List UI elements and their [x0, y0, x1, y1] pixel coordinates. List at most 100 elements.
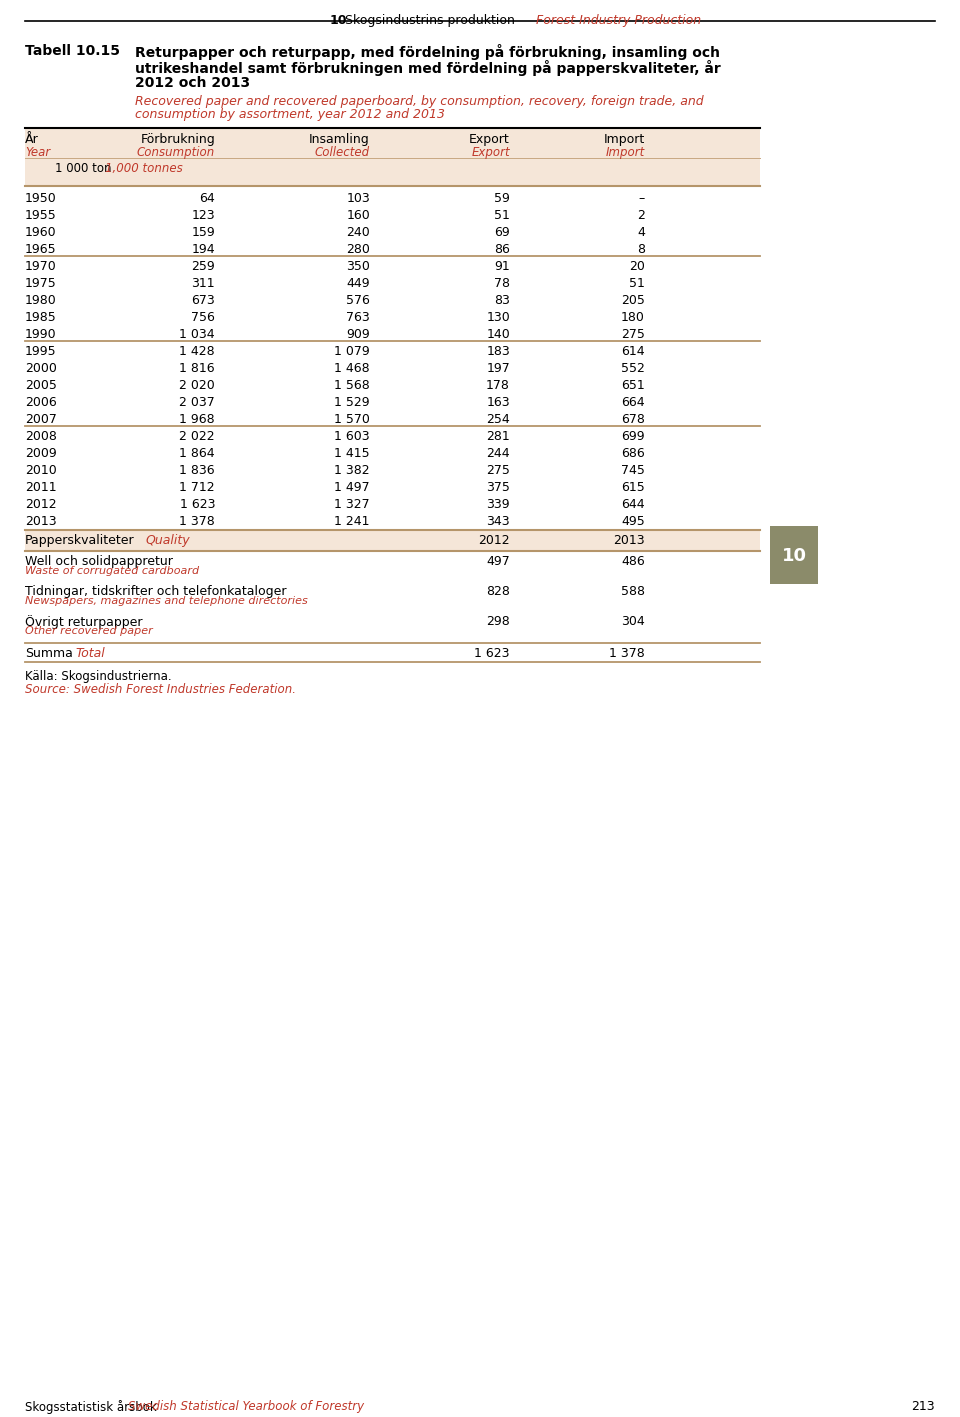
- Text: 449: 449: [347, 276, 370, 290]
- Text: 686: 686: [621, 446, 645, 461]
- Text: Export: Export: [469, 133, 510, 146]
- Text: 1 327: 1 327: [334, 497, 370, 512]
- Text: Insamling: Insamling: [309, 133, 370, 146]
- Text: 194: 194: [191, 242, 215, 256]
- Text: Skogsindustrins produktion: Skogsindustrins produktion: [341, 14, 523, 27]
- Text: 259: 259: [191, 259, 215, 273]
- Text: Skogsstatistisk årsbok: Skogsstatistisk årsbok: [25, 1400, 156, 1414]
- Text: 350: 350: [347, 259, 370, 273]
- Text: 1 034: 1 034: [180, 327, 215, 341]
- Text: 83: 83: [494, 293, 510, 307]
- Text: 1995: 1995: [25, 344, 57, 359]
- Text: 763: 763: [347, 310, 370, 324]
- Text: 1960: 1960: [25, 225, 57, 239]
- Text: 699: 699: [621, 429, 645, 444]
- Text: 1 623: 1 623: [180, 497, 215, 512]
- Text: Recovered paper and recovered paperboard, by consumption, recovery, foreign trad: Recovered paper and recovered paperboard…: [135, 95, 704, 108]
- Text: 304: 304: [621, 615, 645, 628]
- Text: 1 570: 1 570: [334, 412, 370, 427]
- Text: 2008: 2008: [25, 429, 57, 444]
- Text: 64: 64: [200, 191, 215, 205]
- Text: 1 415: 1 415: [334, 446, 370, 461]
- Text: –: –: [638, 191, 645, 205]
- Text: 2012 och 2013: 2012 och 2013: [135, 77, 251, 91]
- Text: Year: Year: [25, 146, 50, 159]
- Text: 197: 197: [487, 361, 510, 376]
- Text: 2 020: 2 020: [180, 378, 215, 393]
- Text: 1 864: 1 864: [180, 446, 215, 461]
- Text: Tidningar, tidskrifter och telefonkataloger: Tidningar, tidskrifter och telefonkatalo…: [25, 585, 286, 598]
- Text: 495: 495: [621, 514, 645, 529]
- Text: 1 968: 1 968: [180, 412, 215, 427]
- Text: 10: 10: [330, 14, 348, 27]
- Text: 576: 576: [347, 293, 370, 307]
- Text: 160: 160: [347, 208, 370, 222]
- Text: 20: 20: [629, 259, 645, 273]
- Text: 2007: 2007: [25, 412, 57, 427]
- Text: Tabell 10.15: Tabell 10.15: [25, 44, 120, 58]
- Text: 2011: 2011: [25, 480, 57, 495]
- Text: 1 241: 1 241: [334, 514, 370, 529]
- Text: 281: 281: [487, 429, 510, 444]
- Text: 1 529: 1 529: [334, 395, 370, 410]
- Text: 1 079: 1 079: [334, 344, 370, 359]
- Bar: [770, 526, 818, 584]
- Text: 1 568: 1 568: [334, 378, 370, 393]
- Text: 2009: 2009: [25, 446, 57, 461]
- Text: 1 382: 1 382: [334, 463, 370, 478]
- Text: 51: 51: [629, 276, 645, 290]
- Text: 745: 745: [621, 463, 645, 478]
- Text: 1 497: 1 497: [334, 480, 370, 495]
- Text: 2012: 2012: [478, 534, 510, 547]
- Text: 280: 280: [347, 242, 370, 256]
- Text: 240: 240: [347, 225, 370, 239]
- Text: 615: 615: [621, 480, 645, 495]
- Text: 1965: 1965: [25, 242, 57, 256]
- Text: 254: 254: [487, 412, 510, 427]
- Text: 1 816: 1 816: [180, 361, 215, 376]
- Text: Waste of corrugated cardboard: Waste of corrugated cardboard: [25, 565, 199, 575]
- Text: 298: 298: [487, 615, 510, 628]
- Text: 2006: 2006: [25, 395, 57, 410]
- Text: Forest Industry Production: Forest Industry Production: [536, 14, 701, 27]
- Text: Returpapper och returpapp, med fördelning på förbrukning, insamling och: Returpapper och returpapp, med fördelnin…: [135, 44, 720, 60]
- Text: 1990: 1990: [25, 327, 57, 341]
- Bar: [25, 128, 760, 186]
- Text: 375: 375: [486, 480, 510, 495]
- Text: 2 022: 2 022: [180, 429, 215, 444]
- Text: 664: 664: [621, 395, 645, 410]
- Text: Export: Export: [471, 146, 510, 159]
- Text: Import: Import: [604, 133, 645, 146]
- Text: 756: 756: [191, 310, 215, 324]
- Text: 275: 275: [486, 463, 510, 478]
- Text: Total: Total: [75, 648, 105, 660]
- Text: 183: 183: [487, 344, 510, 359]
- Text: 2 037: 2 037: [180, 395, 215, 410]
- Text: 1 378: 1 378: [610, 648, 645, 660]
- Text: 1 428: 1 428: [180, 344, 215, 359]
- Text: 678: 678: [621, 412, 645, 427]
- Text: 140: 140: [487, 327, 510, 341]
- Text: 828: 828: [486, 585, 510, 598]
- Text: 1950: 1950: [25, 191, 57, 205]
- Text: Well och solidpappretur: Well och solidpappretur: [25, 555, 173, 568]
- Text: 10: 10: [781, 547, 806, 565]
- Bar: [25, 531, 760, 551]
- Text: 651: 651: [621, 378, 645, 393]
- Text: 2: 2: [637, 208, 645, 222]
- Text: Summa: Summa: [25, 648, 73, 660]
- Text: 343: 343: [487, 514, 510, 529]
- Text: 205: 205: [621, 293, 645, 307]
- Text: 486: 486: [621, 555, 645, 568]
- Text: 78: 78: [494, 276, 510, 290]
- Text: 909: 909: [347, 327, 370, 341]
- Text: Newspapers, magazines and telephone directories: Newspapers, magazines and telephone dire…: [25, 597, 308, 606]
- Text: 103: 103: [347, 191, 370, 205]
- Text: 159: 159: [191, 225, 215, 239]
- Text: 59: 59: [494, 191, 510, 205]
- Text: 91: 91: [494, 259, 510, 273]
- Text: 2010: 2010: [25, 463, 57, 478]
- Text: Consumption: Consumption: [136, 146, 215, 159]
- Text: 2012: 2012: [25, 497, 57, 512]
- Text: 311: 311: [191, 276, 215, 290]
